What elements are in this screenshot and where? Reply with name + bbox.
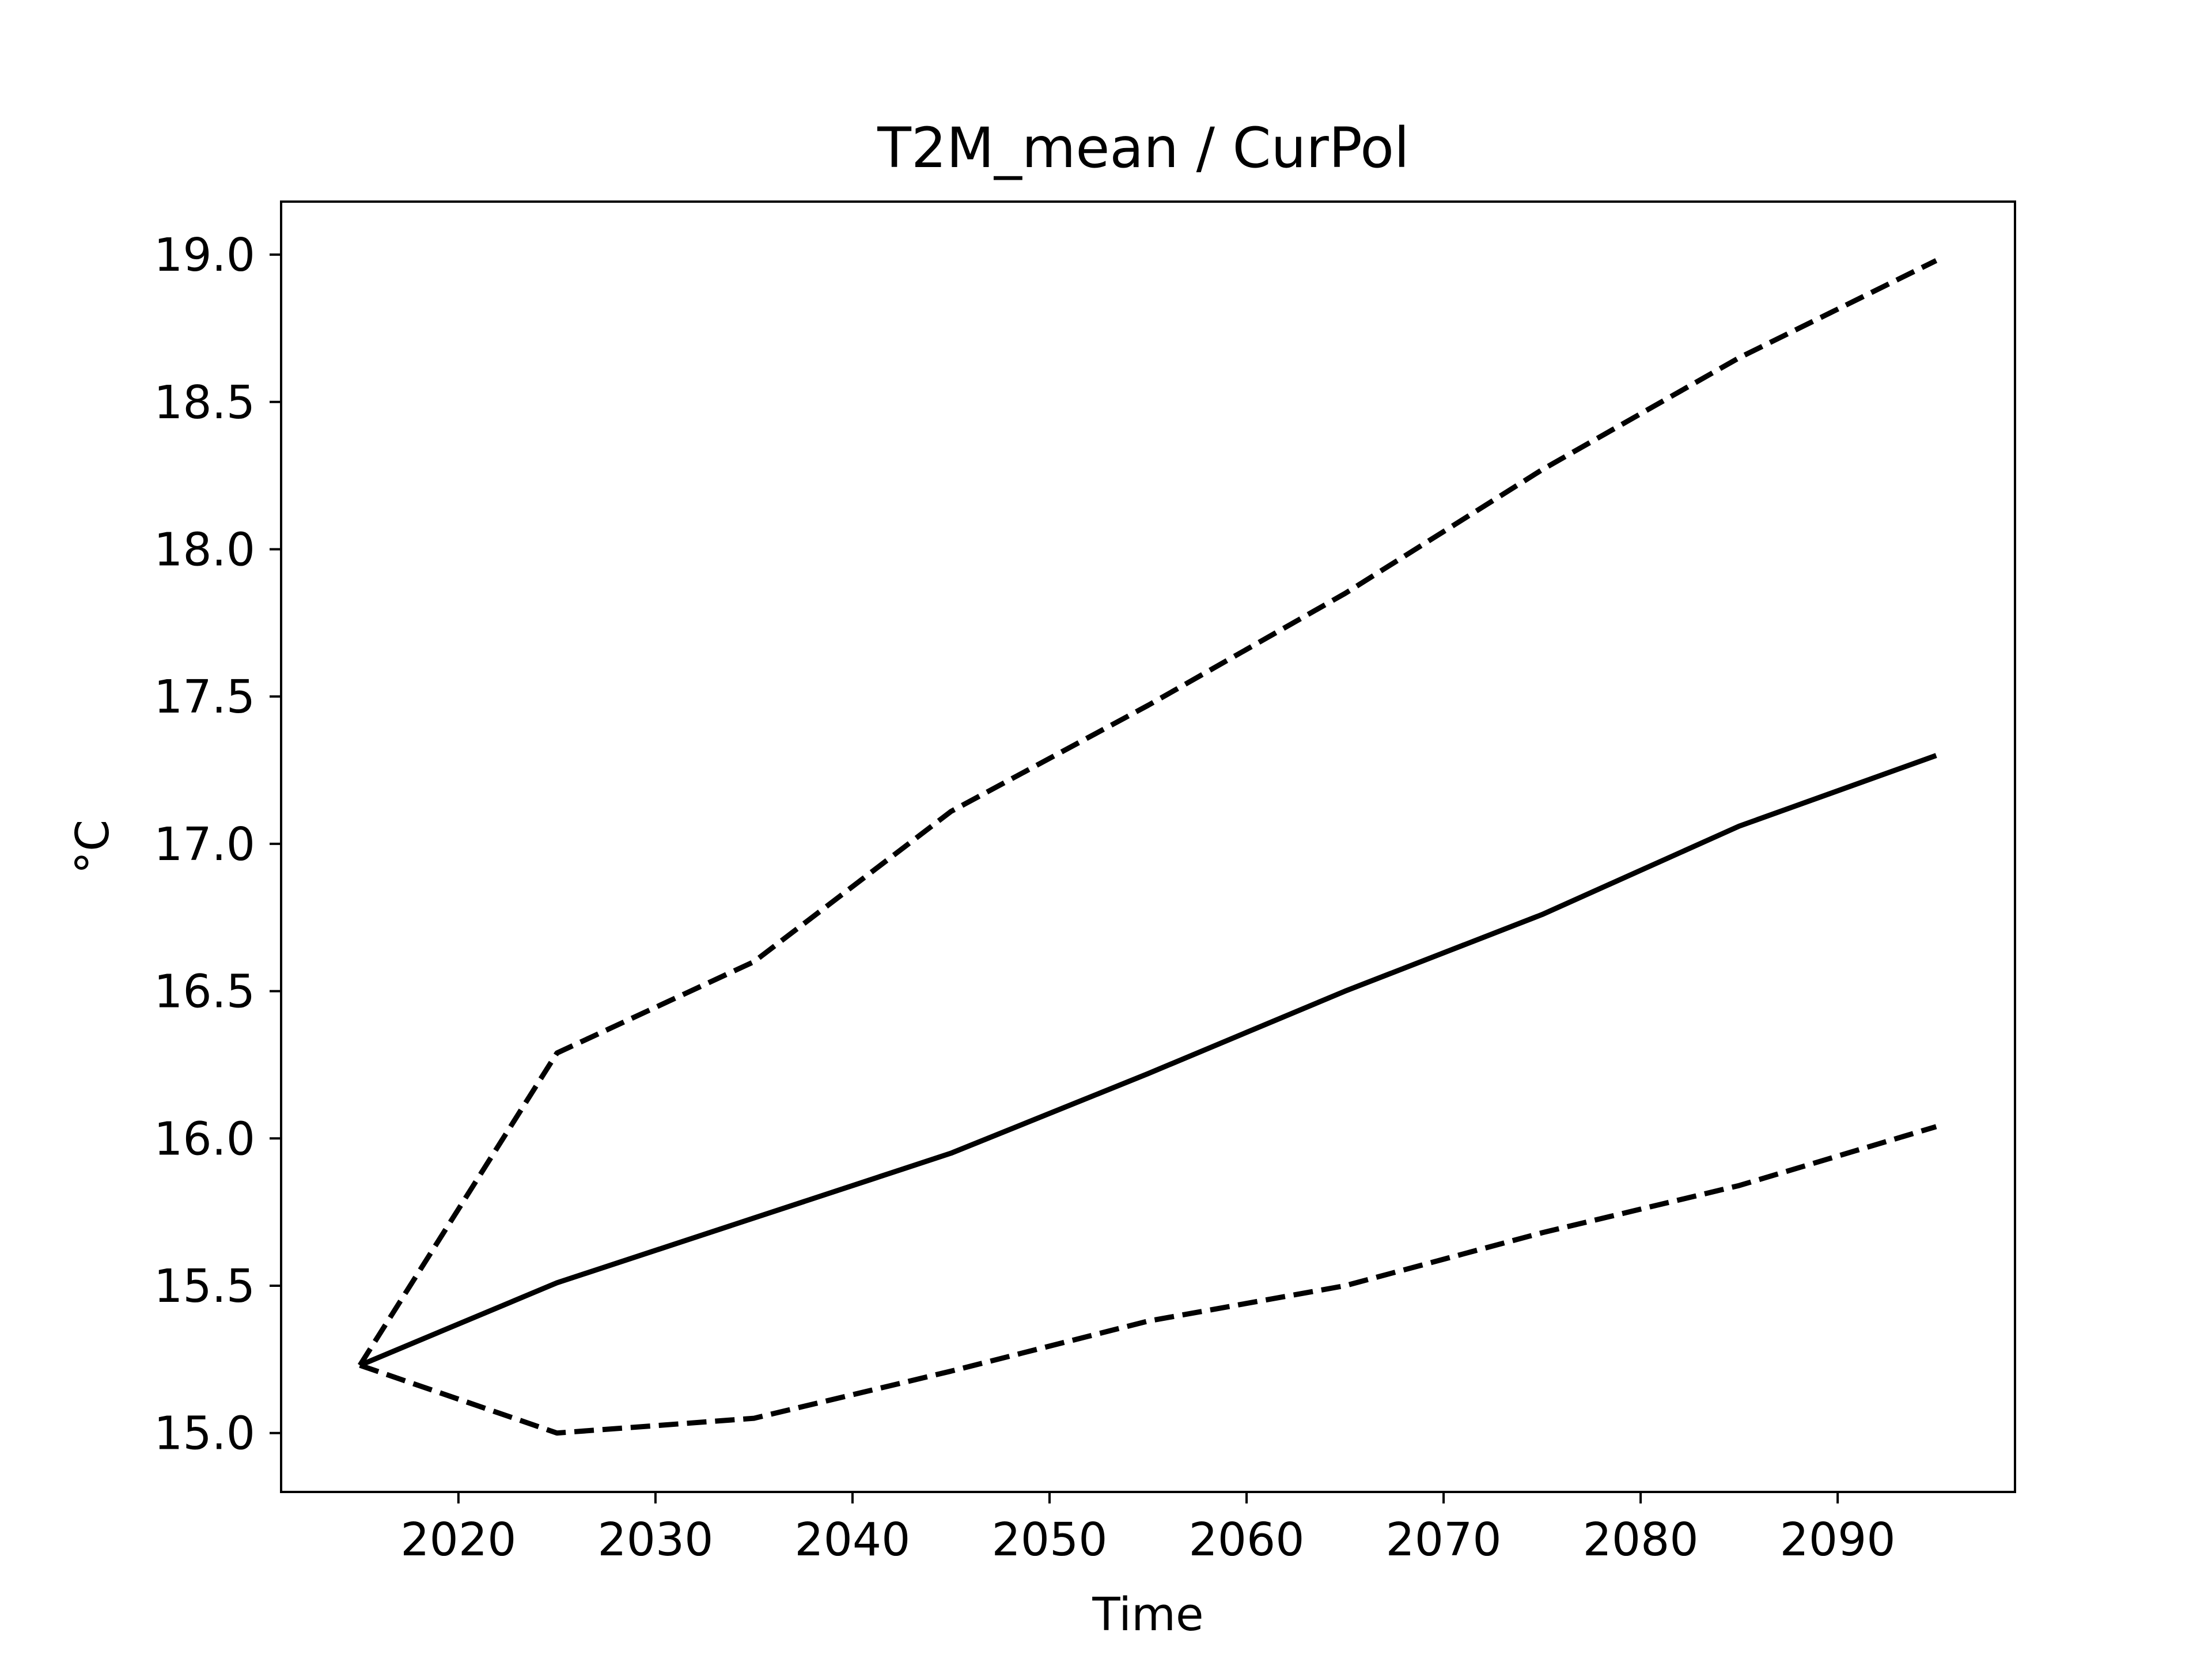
- x-tick-label: 2050: [991, 1513, 1107, 1566]
- y-axis-ticks: 15.0 15.5 16.0 16.5 17.0 17.5 18.0 18.5 19.0: [154, 229, 281, 1460]
- x-axis-label: Time: [1092, 1588, 1203, 1641]
- series-line-2: [359, 753, 1937, 1368]
- y-tick-label: 19.0: [154, 229, 255, 282]
- y-tick-label: 17.5: [154, 671, 255, 724]
- y-tick-label: 15.5: [154, 1260, 255, 1313]
- x-tick-label: 2040: [794, 1513, 910, 1566]
- y-tick-label: 16.5: [154, 965, 255, 1018]
- x-tick-label: 2090: [1780, 1513, 1896, 1566]
- series-layer: [357, 258, 1938, 1436]
- chart-title: T2M_mean / CurPol: [877, 116, 1409, 180]
- y-tick-label: 15.0: [154, 1407, 255, 1460]
- x-tick-label: 2030: [597, 1513, 713, 1566]
- plot-frame: [280, 200, 2016, 1493]
- x-tick-label: 2070: [1386, 1513, 1502, 1566]
- x-tick-label: 2060: [1188, 1513, 1304, 1566]
- y-tick-label: 16.0: [154, 1112, 255, 1165]
- y-tick-label: 17.0: [154, 818, 255, 871]
- y-tick-label: 18.0: [154, 523, 255, 576]
- y-axis-label: °C: [66, 820, 119, 874]
- y-tick-label: 18.5: [154, 376, 255, 429]
- x-tick-label: 2020: [400, 1513, 516, 1566]
- series-line-1: [357, 258, 1938, 1367]
- x-axis-ticks: 2020 2030 2040 2050 2060 2070 2080 2090: [400, 1492, 1896, 1566]
- x-tick-label: 2080: [1583, 1513, 1699, 1566]
